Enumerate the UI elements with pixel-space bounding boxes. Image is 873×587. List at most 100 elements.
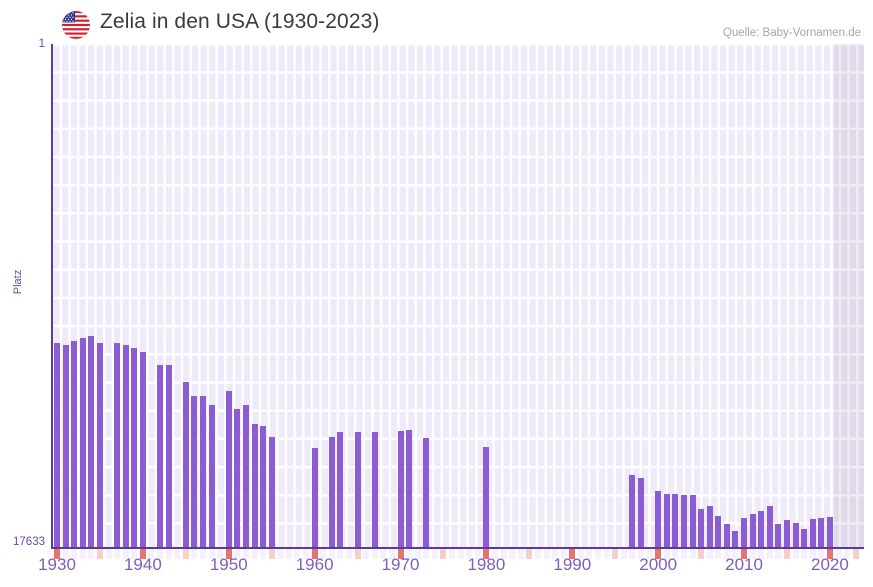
tick-faint-1951 <box>234 549 241 559</box>
tick-faint-1997 <box>629 549 636 559</box>
tick-faint-1991 <box>577 549 584 559</box>
bar-2020[interactable] <box>826 517 833 548</box>
bar-1943[interactable] <box>165 365 172 548</box>
bar-2002[interactable] <box>672 494 679 548</box>
bar-2004[interactable] <box>689 495 696 548</box>
x-tick-label-2020: 2020 <box>811 555 849 574</box>
y-axis-bottom-label: 17633 <box>13 536 45 548</box>
bar-1932[interactable] <box>71 341 78 548</box>
bar-1939[interactable] <box>131 348 138 548</box>
bar-1962[interactable] <box>328 437 335 548</box>
bar-1973[interactable] <box>423 438 430 548</box>
tick-mid-1985 <box>526 549 533 559</box>
bar-2014[interactable] <box>775 524 782 548</box>
bar-2011[interactable] <box>749 514 756 548</box>
bar-1953[interactable] <box>251 424 258 548</box>
bar-1931[interactable] <box>62 345 69 548</box>
bar-1997[interactable] <box>629 475 636 548</box>
tick-faint-1942 <box>157 549 164 559</box>
tick-faint-2012 <box>758 549 765 559</box>
bar-1937[interactable] <box>114 343 121 548</box>
bar-2000[interactable] <box>655 491 662 548</box>
tick-faint-1931 <box>62 549 69 559</box>
bar-1950[interactable] <box>225 391 232 548</box>
bar-2019[interactable] <box>818 518 825 548</box>
tick-faint-2002 <box>672 549 679 559</box>
tick-strong-1930 <box>54 549 60 559</box>
bar-1935[interactable] <box>96 343 103 548</box>
bar-1955[interactable] <box>268 437 275 548</box>
tick-strong-1950 <box>225 549 232 559</box>
tick-faint-1947 <box>199 549 206 559</box>
tick-faint-1978 <box>466 549 473 559</box>
grid-lines <box>52 44 864 548</box>
bar-1954[interactable] <box>260 426 267 548</box>
source-label: Quelle: Baby-Vornamen.de <box>722 27 861 39</box>
tick-faint-1982 <box>500 549 507 559</box>
bar-2010[interactable] <box>741 518 748 548</box>
tick-faint-1937 <box>114 549 121 559</box>
bar-2008[interactable] <box>723 524 730 548</box>
bar-1942[interactable] <box>157 365 164 548</box>
bar-1940[interactable] <box>139 352 146 548</box>
bar-1960[interactable] <box>311 448 318 548</box>
bar-2018[interactable] <box>809 519 816 548</box>
tick-faint-2008 <box>723 549 730 559</box>
bar-1945[interactable] <box>182 382 189 548</box>
tick-faint-1993 <box>595 549 602 559</box>
tick-faint-1992 <box>586 549 593 559</box>
bar-1998[interactable] <box>637 478 644 548</box>
tick-faint-1983 <box>509 549 516 559</box>
bar-1934[interactable] <box>88 336 95 548</box>
bar-1965[interactable] <box>354 432 361 548</box>
tick-faint-2021 <box>835 549 842 559</box>
tick-faint-2004 <box>689 549 696 559</box>
tick-faint-2009 <box>732 549 739 559</box>
tick-strong-1960 <box>311 549 318 559</box>
bar-1933[interactable] <box>79 338 86 548</box>
tick-faint-1976 <box>449 549 456 559</box>
bar-2017[interactable] <box>801 529 808 548</box>
tick-mid-1995 <box>612 549 619 559</box>
bar-2001[interactable] <box>663 494 670 548</box>
tick-faint-1986 <box>534 549 541 559</box>
bar-2007[interactable] <box>715 516 722 548</box>
bar-1963[interactable] <box>337 432 344 548</box>
x-axis-tick-strip <box>52 549 864 559</box>
bar-1971[interactable] <box>406 430 413 548</box>
tick-faint-2007 <box>715 549 722 559</box>
bar-1946[interactable] <box>191 396 198 548</box>
bar-1948[interactable] <box>208 405 215 548</box>
bar-1967[interactable] <box>371 432 378 548</box>
tick-faint-2013 <box>766 549 773 559</box>
tick-faint-1989 <box>560 549 567 559</box>
bar-2015[interactable] <box>783 520 790 548</box>
tick-faint-1953 <box>251 549 258 559</box>
tick-faint-2003 <box>680 549 687 559</box>
tick-faint-2014 <box>775 549 782 559</box>
bar-2003[interactable] <box>680 495 687 548</box>
tick-strong-2010 <box>741 549 748 559</box>
tick-faint-1939 <box>131 549 138 559</box>
bar-2009[interactable] <box>732 531 739 548</box>
bar-1980[interactable] <box>483 447 490 548</box>
bar-1952[interactable] <box>242 405 249 548</box>
bar-1947[interactable] <box>199 396 206 548</box>
tick-faint-2022 <box>844 549 851 559</box>
tick-faint-2001 <box>663 549 670 559</box>
bar-2013[interactable] <box>766 506 773 548</box>
bar-2006[interactable] <box>706 506 713 548</box>
tick-faint-1963 <box>337 549 344 559</box>
bar-2005[interactable] <box>698 509 705 548</box>
tick-mid-2015 <box>783 549 790 559</box>
bar-1951[interactable] <box>234 409 241 548</box>
bar-1938[interactable] <box>122 345 129 548</box>
bar-2012[interactable] <box>758 511 765 548</box>
bar-2016[interactable] <box>792 523 799 548</box>
x-tick-label-1970: 1970 <box>381 555 420 574</box>
tick-faint-2018 <box>809 549 816 559</box>
bar-1970[interactable] <box>397 431 404 548</box>
bar-1930[interactable] <box>54 343 60 548</box>
tick-mid-1955 <box>268 549 275 559</box>
